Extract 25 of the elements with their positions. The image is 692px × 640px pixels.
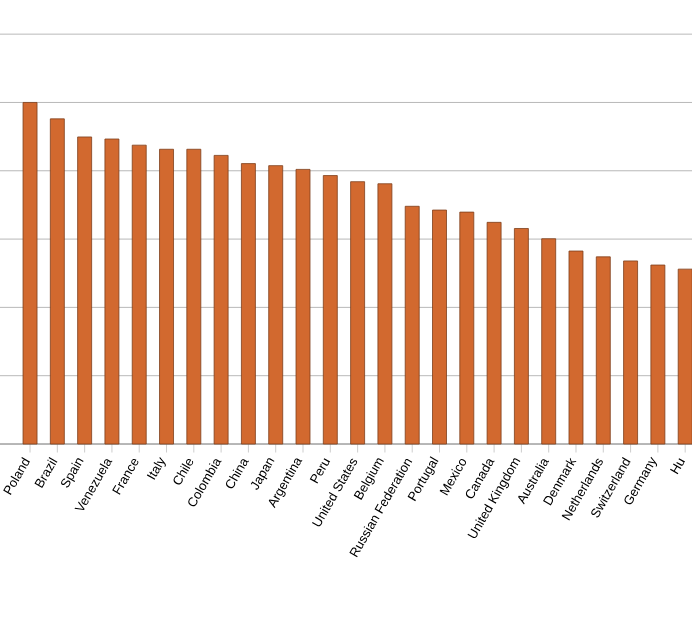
bar [541,238,557,445]
bar [104,138,120,445]
bar [131,144,147,445]
bar [514,228,529,445]
bar [77,136,93,445]
bar [159,148,174,445]
bar [623,260,638,445]
bar [186,148,202,445]
bar [377,183,393,445]
bar [432,209,447,445]
bar [595,256,611,445]
bar [268,165,284,445]
bar [486,221,502,445]
bar [404,205,420,445]
bar [650,264,666,445]
bar [322,175,338,445]
bar [677,268,692,445]
bar [459,211,475,445]
bar [568,250,584,445]
bar [241,163,256,445]
bar [350,181,366,445]
bar [22,102,38,445]
bar [295,169,311,445]
bar [49,118,65,445]
bar [213,155,229,445]
